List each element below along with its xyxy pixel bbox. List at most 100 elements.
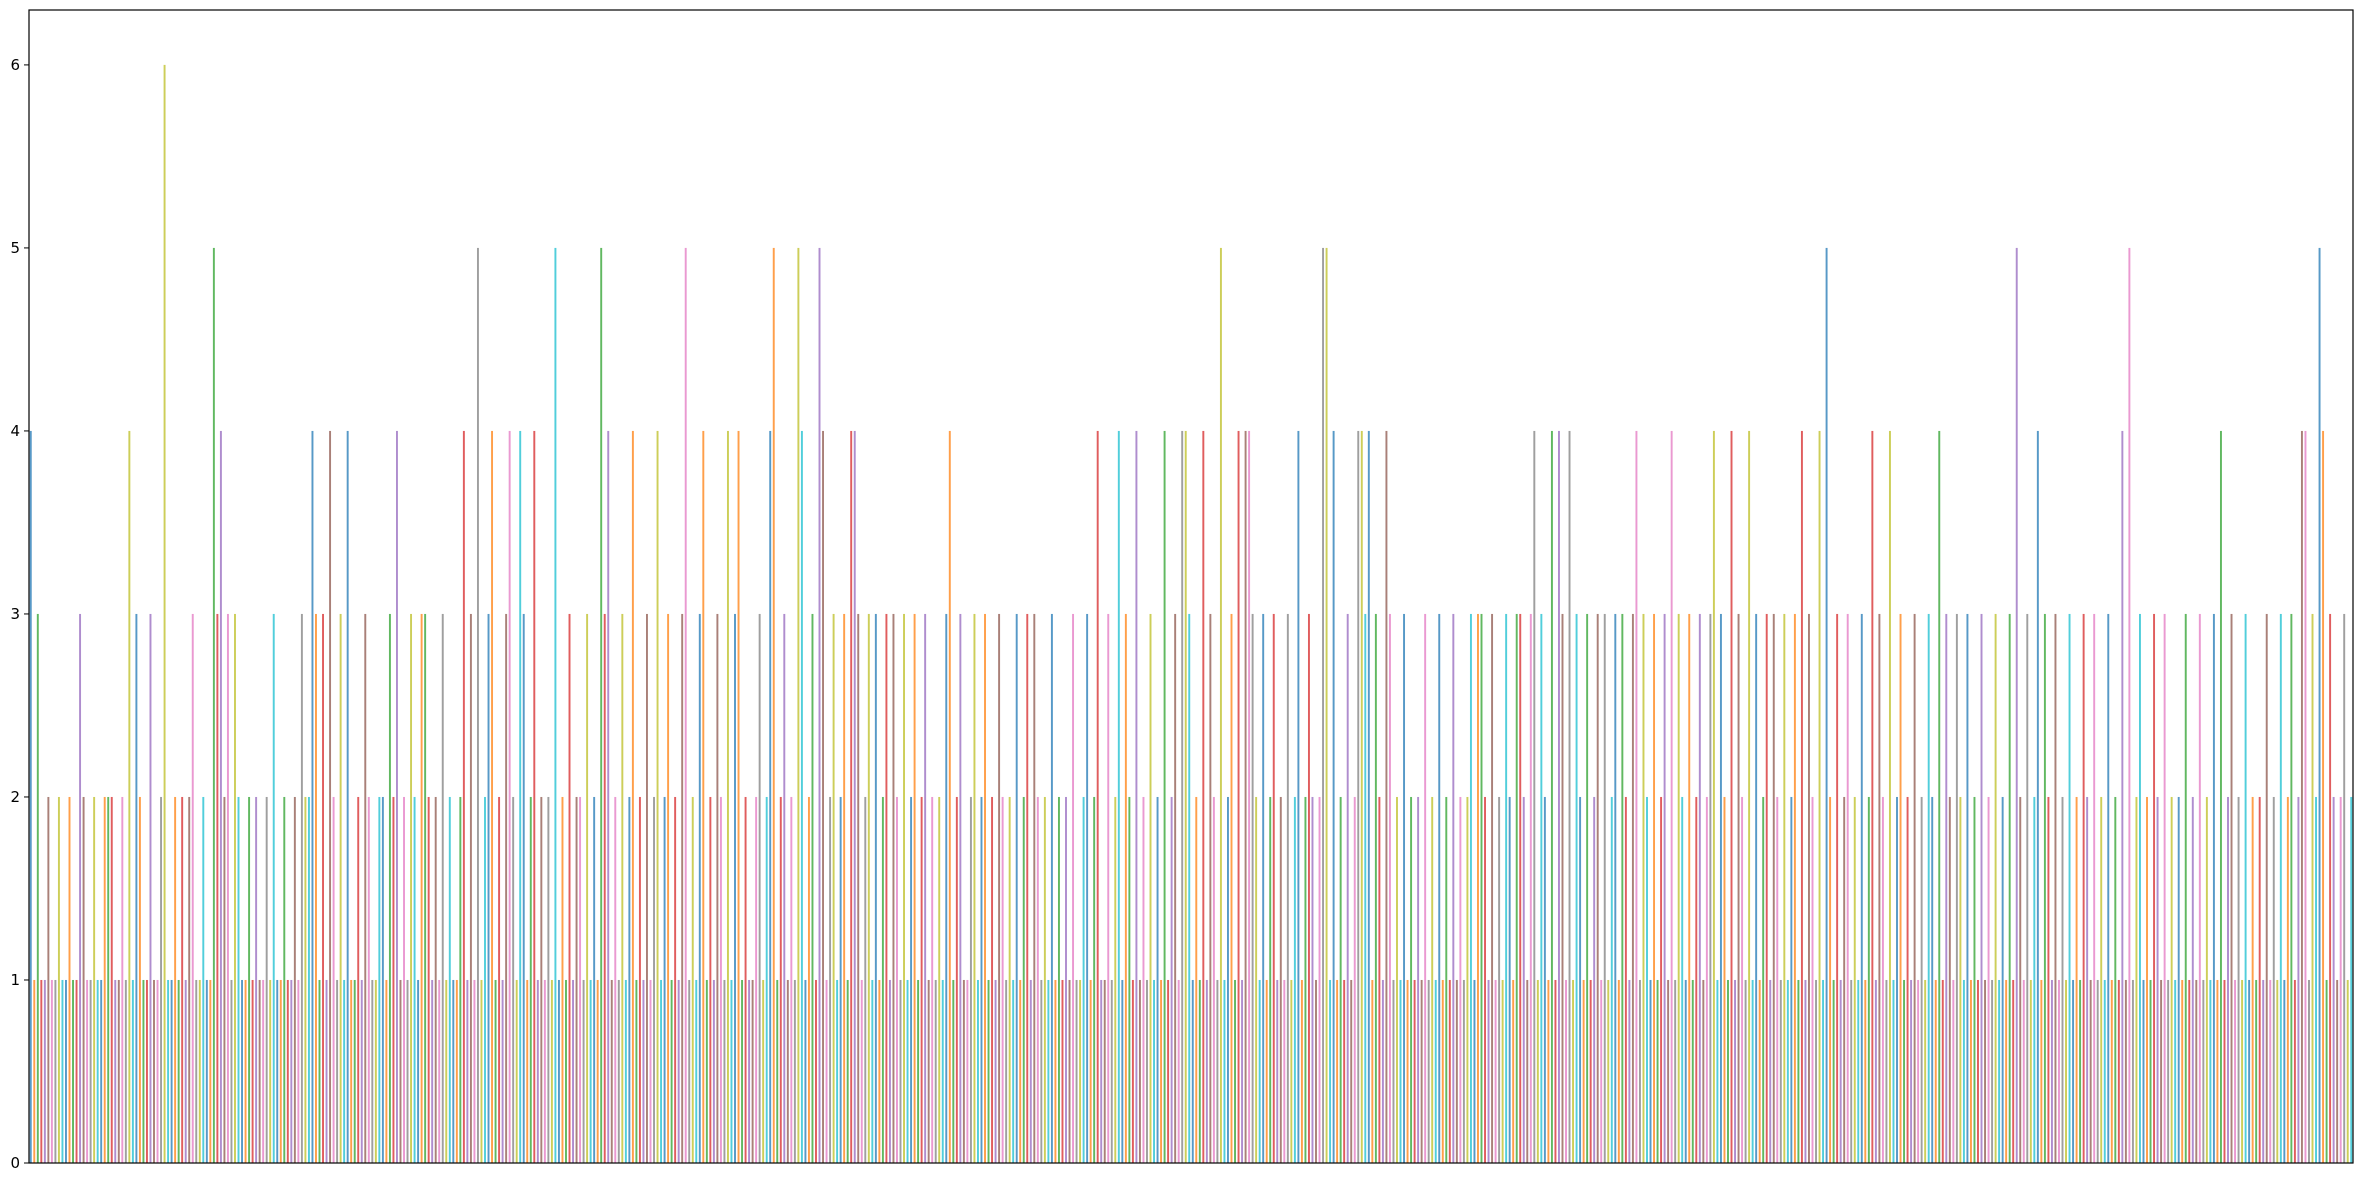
bar	[966, 979, 969, 1163]
bar	[107, 796, 110, 1163]
bar	[1434, 979, 1437, 1163]
bar	[68, 796, 71, 1163]
bar	[1339, 796, 1342, 1163]
bar	[822, 430, 824, 1163]
bar	[1977, 979, 1979, 1163]
bar	[1628, 979, 1631, 1163]
bar	[1473, 979, 1476, 1163]
bar	[1589, 979, 1592, 1163]
bar	[1343, 979, 1346, 1163]
bar	[2227, 796, 2229, 1163]
bar	[462, 430, 465, 1163]
bar	[1033, 613, 1036, 1163]
bar	[2241, 979, 2244, 1163]
bar	[1984, 979, 1987, 1163]
bar	[2107, 613, 2110, 1163]
bar	[1029, 979, 1032, 1163]
bar	[2149, 979, 2152, 1163]
bar	[1096, 430, 1099, 1163]
bar	[2082, 613, 2085, 1163]
bar	[315, 613, 317, 1163]
bar	[89, 979, 92, 1163]
bar	[420, 613, 423, 1163]
bar	[1723, 796, 1726, 1163]
bar	[772, 247, 775, 1164]
bar	[1991, 979, 1994, 1163]
bar	[1300, 979, 1303, 1163]
bar	[2318, 247, 2321, 1164]
bar	[1487, 979, 1490, 1163]
bar	[825, 979, 828, 1163]
bar	[1631, 613, 1634, 1163]
bar	[50, 979, 53, 1163]
bar	[744, 796, 747, 1163]
bar	[962, 979, 965, 1163]
bar	[2300, 430, 2303, 1163]
bar	[2029, 979, 2032, 1163]
bar	[512, 796, 515, 1163]
bar	[1117, 430, 1120, 1163]
bar	[1582, 979, 1585, 1163]
bar	[1322, 247, 1325, 1164]
bar	[1121, 979, 1124, 1163]
bar	[793, 979, 796, 1163]
bar	[364, 613, 367, 1163]
bar	[945, 613, 948, 1163]
bar	[1596, 613, 1599, 1163]
bar	[279, 979, 282, 1163]
bar	[1244, 430, 1247, 1163]
bar	[149, 613, 152, 1163]
bar	[1396, 796, 1398, 1163]
bar	[188, 796, 191, 1163]
bar	[1931, 796, 1934, 1163]
bar	[984, 613, 986, 1163]
bar	[695, 979, 698, 1163]
bar	[1181, 430, 1184, 1163]
bar	[1917, 979, 1920, 1163]
bar	[1550, 430, 1553, 1163]
bar	[230, 979, 233, 1163]
bar	[1184, 430, 1187, 1163]
bar	[1727, 979, 1729, 1163]
bar	[1642, 613, 1645, 1163]
bar	[1786, 979, 1789, 1163]
bar	[2050, 979, 2053, 1163]
bar	[114, 979, 117, 1163]
bar	[2086, 796, 2089, 1163]
bar	[1209, 613, 1212, 1163]
bar	[205, 979, 208, 1163]
bar	[1290, 979, 1293, 1163]
bar	[1561, 613, 1564, 1163]
bar	[547, 796, 550, 1163]
bar	[1941, 979, 1944, 1163]
bar	[1276, 979, 1279, 1163]
bar	[293, 796, 296, 1163]
bar	[1441, 979, 1444, 1163]
bar	[1945, 613, 1948, 1163]
bar	[1304, 796, 1307, 1163]
bar	[1086, 613, 1089, 1163]
bar	[719, 796, 722, 1163]
bar	[860, 979, 863, 1163]
bar	[1558, 430, 1560, 1163]
bar	[1318, 796, 1321, 1163]
bar	[815, 979, 817, 1163]
bar	[1533, 430, 1536, 1163]
bar	[1881, 796, 1884, 1163]
bar	[1730, 430, 1733, 1163]
bar	[1138, 979, 1141, 1163]
bar	[1484, 796, 1486, 1163]
bar	[1797, 979, 1800, 1163]
bar	[1811, 796, 1814, 1163]
bar	[1216, 979, 1219, 1163]
bar	[476, 247, 479, 1164]
bar	[2262, 979, 2265, 1163]
bar	[1163, 430, 1166, 1163]
bar	[987, 979, 990, 1163]
bar	[2195, 979, 2198, 1163]
bar	[938, 796, 941, 1163]
bar	[452, 979, 455, 1163]
bar	[1399, 979, 1402, 1163]
bar	[2072, 979, 2075, 1163]
